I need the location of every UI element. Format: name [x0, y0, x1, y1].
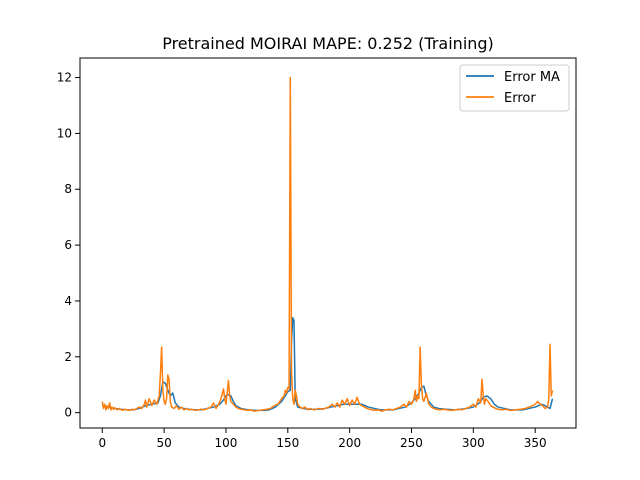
y-tick-label: 10	[57, 126, 72, 140]
chart-title: Pretrained MOIRAI MAPE: 0.252 (Training)	[162, 34, 494, 53]
series-line-error	[101, 76, 554, 412]
x-tick-label: 100	[215, 436, 238, 450]
y-tick-label: 2	[64, 350, 72, 364]
y-tick-label: 8	[64, 182, 72, 196]
x-axis: 0 50 100 150 200 250 300 350	[98, 428, 547, 450]
y-tick-label: 6	[64, 238, 72, 252]
plot-area: 0 50 100 150 200 250 300 350 0 2 4 6 8 10 12	[57, 57, 577, 450]
x-tick-label: 350	[524, 436, 547, 450]
y-tick-label: 4	[64, 294, 72, 308]
y-axis: 0 2 4 6 8 10 12	[57, 71, 80, 420]
y-tick-label: 0	[64, 406, 72, 420]
x-tick-label: 300	[462, 436, 485, 450]
plot-frame	[79, 57, 577, 429]
legend-label: Error MA	[504, 70, 560, 85]
x-tick-label: 250	[400, 436, 423, 450]
y-tick-label: 12	[57, 71, 72, 85]
legend: Error MA Error	[459, 64, 570, 112]
x-tick-label: 50	[156, 436, 171, 450]
x-tick-label: 200	[338, 436, 361, 450]
x-tick-label: 150	[276, 436, 299, 450]
legend-label: Error	[504, 91, 536, 106]
x-tick-label: 0	[98, 436, 106, 450]
